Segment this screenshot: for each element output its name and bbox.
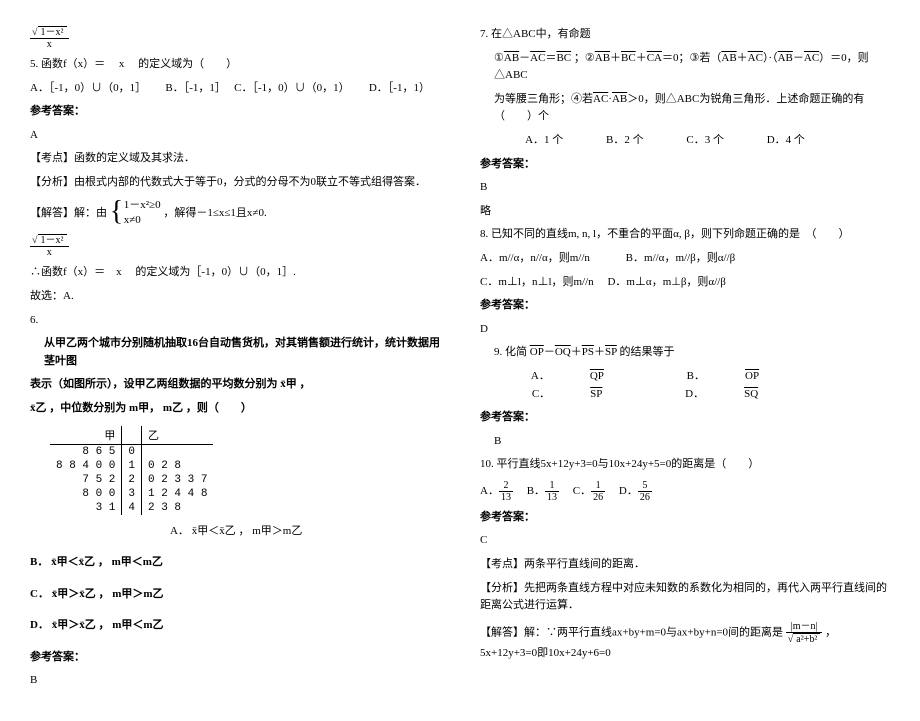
q9-optD: D．SQ (685, 386, 798, 404)
q5-optA: A．［-1，0）∪（0，1］ (30, 82, 141, 94)
q8-optsCD: C．m⊥l，n⊥l，则m//n D．m⊥α，m⊥β，则α//β (480, 274, 890, 292)
table-row: 8 8 4 0 010 2 8 (50, 459, 213, 473)
q9-options: A．QP B．OP C．SP D．SQ (480, 368, 890, 403)
q5-stem-a: 5. 函数f（x）＝ (30, 58, 105, 70)
q8-stem: 8. 已知不同的直线m, n, l，不重合的平面α, β，则下列命题正确的是 （… (480, 226, 890, 244)
left-column: 1－x² x 5. 函数f（x）＝ x 的定义域为（ ） A．［-1，0）∪（0… (30, 20, 440, 696)
q10-optA: A．213 (480, 485, 513, 497)
q6-sep: ， (300, 378, 311, 390)
q5-jd-d: 的定义域为［-1，0）∪（0，1］. (135, 266, 295, 278)
q6-ans: B (30, 672, 440, 690)
q7-optB: B．2 个 (606, 132, 644, 150)
q5-optD: D．［-1，1） (369, 82, 430, 94)
q6-stem3b: ，则（ ） (186, 402, 252, 414)
q8-optA: A．m//α，n//α，则m//n (480, 252, 590, 264)
q7-ans: B (480, 179, 890, 197)
q7-ans-label: 参考答案： (480, 156, 890, 174)
q6-optD: D． x̄甲＞x̄乙 ， m甲＜m乙 (30, 617, 440, 635)
page-root: 1－x² x 5. 函数f（x）＝ x 的定义域为（ ） A．［-1，0）∪（0… (30, 20, 890, 696)
q5-jd-c: ∴函数f（x）＝ (30, 266, 105, 278)
q9-optC: C．SP (532, 386, 643, 404)
q10-optB: B．113 (527, 485, 559, 497)
q8-ans-label: 参考答案： (480, 297, 890, 315)
q5-fx: 【分析】由根式内部的代数式大于等于0，分式的分母不为0联立不等式组得答案． (30, 174, 440, 192)
q7-ans2: 略 (480, 203, 890, 221)
table-row: 7 5 220 2 3 3 7 (50, 473, 213, 487)
brace-r2: x≠0 (124, 213, 161, 228)
q5-jd2: 1－x² x (30, 234, 440, 258)
right-column: 7. 在△ABC中，有命题 ①AB－AC＝BC ；②AB＋BC＋CA＝0；③若（… (480, 20, 890, 696)
q8-ans: D (480, 321, 890, 339)
q7-optD: D．4 个 (767, 132, 805, 150)
table-row: 8 0 031 2 4 4 8 (50, 487, 213, 501)
q8-optD: D．m⊥α，m⊥β，则α//β (607, 276, 725, 288)
sqrt-icon: 1－x² (32, 26, 67, 38)
q10-optC: C．126 (573, 485, 605, 497)
q10-jd: 【解答】解：∵两平行直线ax+by+m=0与ax+by+n=0间的距离是 |m－… (480, 621, 890, 663)
q6-xjia: x̄甲 (280, 378, 297, 390)
table-row: 8 6 50 (50, 444, 213, 459)
q9-ans-label: 参考答案： (480, 409, 890, 427)
q6-stem1: 从甲乙两个城市分别随机抽取16台自动售货机，对其销售额进行统计，统计数据用茎叶图 (44, 335, 440, 370)
q7-optA: A．1 个 (525, 132, 563, 150)
q6-stem2: 表示（如图所示），设甲乙两组数据的平均数分别为 x̄甲 ， (30, 376, 440, 394)
q10-frac: |m－n| a²+b² (786, 621, 823, 645)
q6-optB: B． x̄甲＜x̄乙 ， m甲＜m乙 (30, 554, 440, 572)
q8-optsAB: A．m//α，n//α，则m//n B．m//α，m//β，则α//β (480, 250, 890, 268)
head-l: 甲 (50, 426, 122, 445)
q6-myi: m乙 (163, 402, 183, 414)
q5-jd-b: ，解得－1≤x≤1且x≠0. (163, 206, 266, 218)
q10-optD: D．526 (619, 485, 652, 497)
q5-options: A．［-1，0）∪（0，1］ B．［-1，1］ C．［-1，0）∪（0，1） D… (30, 80, 440, 98)
q6-stem3a: ，中位数分别为 (49, 402, 126, 414)
q6-ans-label: 参考答案： (30, 649, 440, 667)
sqrt-icon-2: 1－x² (32, 234, 67, 246)
table-header: 甲 乙 (50, 426, 213, 445)
brace-icon: 1－x²≥0 x≠0 (110, 198, 161, 229)
sqrt-icon-3: a²+b² (788, 633, 821, 645)
q10-ans-label: 参考答案： (480, 509, 890, 527)
brace-r1: 1－x²≥0 (124, 198, 161, 213)
table-row: 3 142 3 8 (50, 501, 213, 515)
q5-jd-a: 【解答】解：由 (30, 206, 107, 218)
q10-options: A．213 B．113 C．126 D．526 (480, 480, 890, 503)
q10-stem: 10. 平行直线5x+12y+3=0与10x+24y+5=0的距离是（ ） (480, 456, 890, 474)
q6-mjia: m甲 (129, 402, 149, 414)
q7-options: A．1 个 B．2 个 C．3 个 D．4 个 (480, 132, 890, 150)
q10-ans: C (480, 532, 890, 550)
q7-stem: 7. 在△ABC中，有命题 (480, 26, 890, 44)
q5-optB: B．［-1，1］ (165, 82, 220, 94)
q7-p1: ①AB－AC＝BC ；②AB＋BC＋CA＝0；③若（AB＋AC）·（AB－AC）… (494, 50, 890, 85)
q10-fx: 【分析】先把两条直线方程中对应未知数的系数化为相同的，再代入两平行直线间的距离公… (480, 580, 890, 615)
q8-optB: B．m//α，m//β，则α//β (626, 252, 736, 264)
q6-stem2a: 表示（如图所示），设甲乙两组数据的平均数分别为 (30, 378, 278, 390)
q5-gx: 故选：A. (30, 288, 440, 306)
q5-kd: 【考点】函数的定义域及其求法． (30, 150, 440, 168)
stemleaf-table: 甲 乙 8 6 50 8 8 4 0 010 2 8 7 5 220 2 3 3… (50, 426, 213, 515)
q5-jd3: ∴函数f（x）＝ x 的定义域为［-1，0）∪（0，1］. (30, 264, 440, 282)
q9-optB: B．OP (687, 368, 799, 386)
q7-p3: 为等腰三角形；④若AC·AB＞0，则△ABC为锐角三角形．上述命题正确的有（ ）… (494, 91, 890, 126)
q9-stem: 9. 化简 OP－OQ＋PS＋SP 的结果等于 (494, 344, 890, 362)
q6-num: 6. (30, 312, 440, 330)
q5-text: 5. 函数f（x）＝ x 的定义域为（ ） (30, 56, 440, 74)
head-r: 乙 (142, 426, 214, 445)
q6-xyi: x̄乙 (30, 402, 47, 414)
q5-ans: A (30, 127, 440, 145)
q7-optC: C．3 个 (686, 132, 724, 150)
q5-frac2: 1－x² x (30, 234, 69, 258)
q9-optA: A．QP (531, 368, 644, 386)
q5-ans-label: 参考答案： (30, 103, 440, 121)
q6-stem3: x̄乙 ，中位数分别为 m甲， m乙 ，则（ ） (30, 400, 440, 418)
q5-stem-b: 的定义域为（ ） (138, 58, 237, 70)
q5-frac: 1－x² x (30, 26, 69, 50)
q10-kd: 【考点】两条平行直线间的距离． (480, 556, 890, 574)
q5-stem: 1－x² x (30, 26, 440, 50)
q5-jd: 【解答】解：由 1－x²≥0 x≠0 ，解得－1≤x≤1且x≠0. (30, 198, 440, 229)
q6-optC: C． x̄甲＞x̄乙 ， m甲＞m乙 (30, 586, 440, 604)
q6-optA: A． x̄甲＜x̄乙 ， m甲＞m乙 (170, 523, 440, 541)
q5-optC: C．［-1，0）∪（0，1） (234, 82, 344, 94)
q9-ans: B (494, 433, 890, 451)
q8-optC: C．m⊥l，n⊥l，则m//n (480, 276, 594, 288)
